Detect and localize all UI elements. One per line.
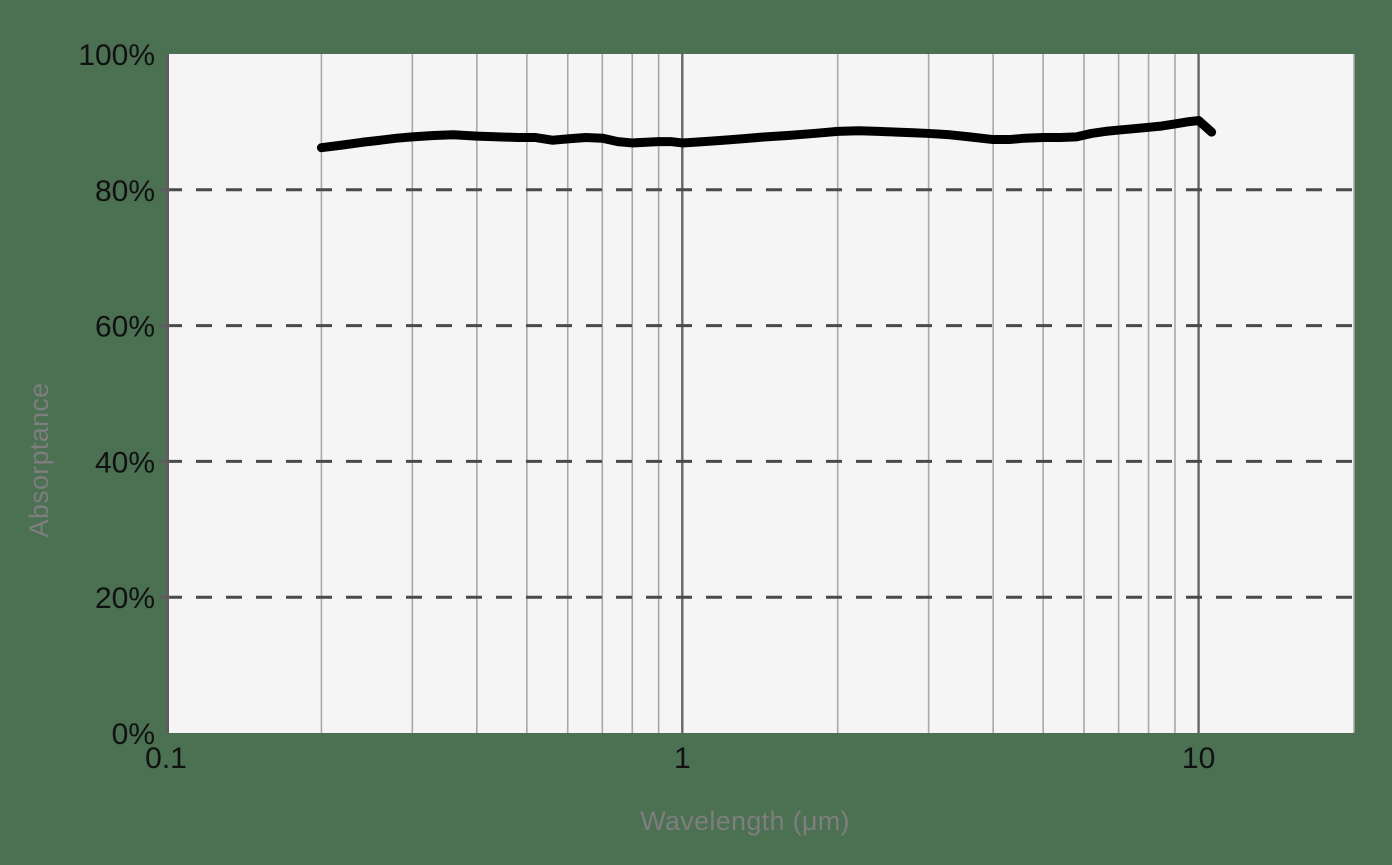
y-tick-label-40%: 40% bbox=[95, 446, 155, 479]
x-axis-title: Wavelength (μm) bbox=[640, 806, 850, 836]
y-tick-label-60%: 60% bbox=[95, 311, 155, 344]
x-tick-label-1: 1 bbox=[674, 742, 691, 775]
y-tick-label-20%: 20% bbox=[95, 582, 155, 615]
y-tick-label-80%: 80% bbox=[95, 175, 155, 208]
horizontal-gridlines bbox=[166, 188, 1354, 599]
x-tick-label-0.1: 0.1 bbox=[145, 742, 187, 775]
plot-area-background bbox=[166, 54, 1354, 733]
x-tick-labels: 0.1 1 10 bbox=[145, 742, 1215, 775]
y-tick-labels: 100% 80% 60% 40% 20% 0% bbox=[78, 39, 170, 751]
y-tick-label-100%: 100% bbox=[78, 39, 155, 72]
x-tick-label-10: 10 bbox=[1182, 742, 1215, 775]
y-tick-label-0%: 0% bbox=[112, 718, 155, 751]
y-axis-title: Absorptance bbox=[24, 383, 54, 538]
vertical-gridlines bbox=[320, 54, 1355, 733]
absorptance-curve bbox=[316, 116, 1217, 153]
